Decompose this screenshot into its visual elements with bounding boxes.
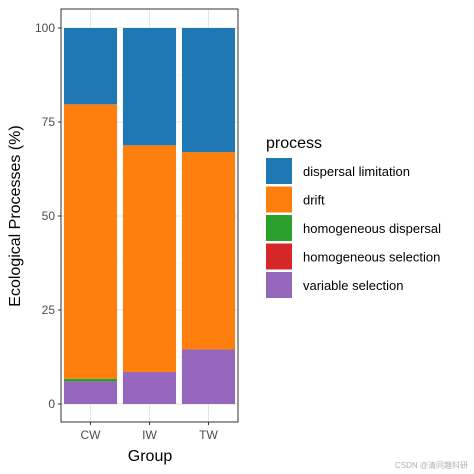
bar-tw-variable-selection (181, 349, 236, 404)
x-tick-label-cw: CW (81, 428, 102, 442)
bar-cw-homogeneous-dispersal (63, 378, 118, 382)
y-tick-label: 50 (42, 209, 56, 223)
bar-iw-drift (122, 145, 177, 373)
x-tick-label-iw: IW (142, 428, 157, 442)
bar-cw-variable-selection (63, 381, 118, 404)
x-tick-label-tw: TW (199, 428, 218, 442)
y-tick-label: 100 (35, 21, 55, 35)
legend-label-homogeneous-selection: homogeneous selection (303, 250, 440, 265)
legend-label-variable-selection: variable selection (303, 278, 403, 293)
bar-cw-drift (63, 104, 118, 379)
legend-label-dispersal-limitation: dispersal limitation (303, 164, 410, 179)
bar-iw-variable-selection (122, 372, 177, 404)
legend-key-homogeneous-dispersal (266, 215, 292, 241)
x-axis-title: Group (128, 448, 173, 465)
legend-label-homogeneous-dispersal: homogeneous dispersal (303, 221, 441, 236)
y-tick-label: 25 (42, 303, 56, 317)
y-tick-label: 75 (42, 115, 56, 129)
legend: process dispersal limitation drift homogen… (266, 135, 441, 298)
bars-layer (63, 28, 236, 404)
panel-border (60, 8, 239, 423)
legend-label-drift: drift (303, 193, 325, 208)
bar-tw-drift (181, 152, 236, 350)
y-axis: 0 25 50 75 100 (35, 21, 61, 411)
x-axis: CW IW TW (81, 422, 219, 442)
legend-key-dispersal-limitation (266, 158, 292, 184)
legend-title: process (266, 135, 322, 152)
legend-key-homogeneous-selection (266, 243, 292, 270)
bar-tw-dispersal-limitation (181, 28, 236, 153)
legend-key-variable-selection (266, 272, 292, 298)
watermark-text: CSDN @清同趣科研 (395, 460, 468, 470)
legend-key-drift (266, 186, 292, 213)
bar-iw-dispersal-limitation (122, 28, 177, 146)
bar-cw-dispersal-limitation (63, 28, 118, 105)
y-tick-label: 0 (48, 397, 55, 411)
y-axis-title: Ecological Processes (%) (7, 125, 24, 306)
